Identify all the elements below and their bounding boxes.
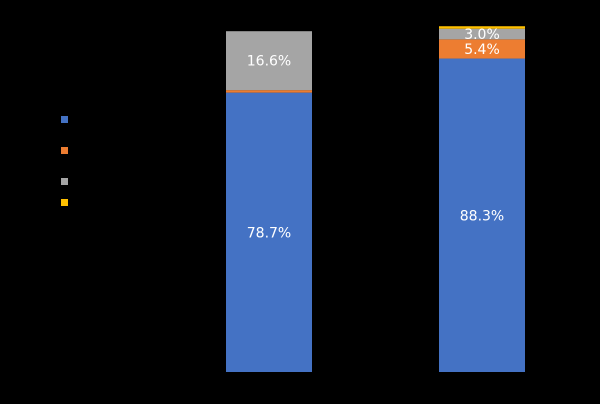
data-label: 5.4%: [464, 42, 500, 58]
bar-segment: [226, 92, 312, 373]
bar-segment: [226, 31, 312, 91]
legend-swatch: [61, 147, 68, 154]
bar-segment: [439, 28, 525, 40]
bars-layer: [226, 26, 525, 373]
legend-swatch: [61, 199, 68, 206]
data-label: 3.0%: [464, 27, 500, 43]
bar-segment: [439, 26, 525, 29]
bar-segment: [226, 90, 312, 93]
data-labels-layer: 78.7% 16.6% 88.3% 5.4%3.0%: [247, 27, 504, 241]
data-label: 16.6%: [247, 54, 291, 70]
bar-segment: [439, 39, 525, 59]
bar-segment: [439, 58, 525, 372]
legend-swatch: [61, 116, 68, 123]
legend-swatch: [61, 178, 68, 185]
data-label: 88.3%: [460, 208, 504, 224]
legend: [60, 0, 72, 404]
data-label: 78.7%: [247, 225, 291, 241]
